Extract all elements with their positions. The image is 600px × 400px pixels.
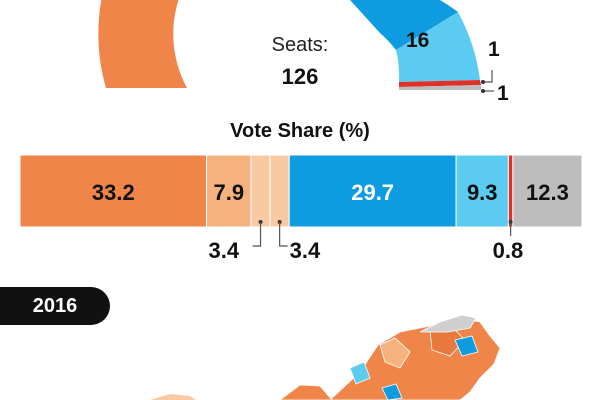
map-region-orange-2 [379,337,411,369]
map-region-orange [329,317,501,400]
seat-arc-orange [98,0,187,88]
vote-share-label-7: 12.3 [526,180,569,205]
vote-share-label-0: 33.2 [91,180,135,205]
map-region-orange-4 [279,384,333,400]
vote-share-label-5: 9.3 [466,180,498,205]
vote-share-label-3: 3.4 [289,238,321,263]
vote-share-label-1: 7.9 [213,180,245,205]
vote-share-connector-3 [279,222,288,247]
map-region-light-blue [349,361,371,385]
seat-connector-dot-grey [481,89,485,93]
vote-share-segment-7 [512,154,583,228]
vote-share-annotations [252,220,513,247]
map-region-blue-2 [381,383,403,400]
seat-arc-red [399,80,481,87]
vote-share-title: Vote Share (%) [230,120,370,142]
seats-label: Seats: [271,34,329,56]
map-region-blue [454,335,479,357]
seat-connector-dot-red [481,80,485,84]
seat-label-grey: 1 [497,82,509,105]
vote-share-segment-2 [250,154,271,228]
vote-share-segment-0 [19,154,208,228]
seat-arc-light-blue [396,12,480,82]
vote-share-label-6: 0.8 [492,238,524,263]
vote-share-segment-3 [269,154,290,228]
vote-share-bar [19,154,583,228]
seat-arc-grey [399,85,481,90]
seats-total: 126 [281,64,319,89]
constituency-map [150,314,501,400]
vote-share-label-2: 3.4 [208,238,240,263]
vote-share-connector-2 [252,222,262,247]
seat-connector-red [483,70,493,83]
year-badge: 2016 [0,287,110,325]
seat-arc-blue [350,0,458,50]
seat-label-light-blue: 16 [406,29,430,52]
vote-share-label-4: 29.7 [351,180,395,205]
map-region-pale-left [150,394,196,400]
seat-label-red: 1 [488,38,500,61]
map-region-grey [419,314,477,333]
